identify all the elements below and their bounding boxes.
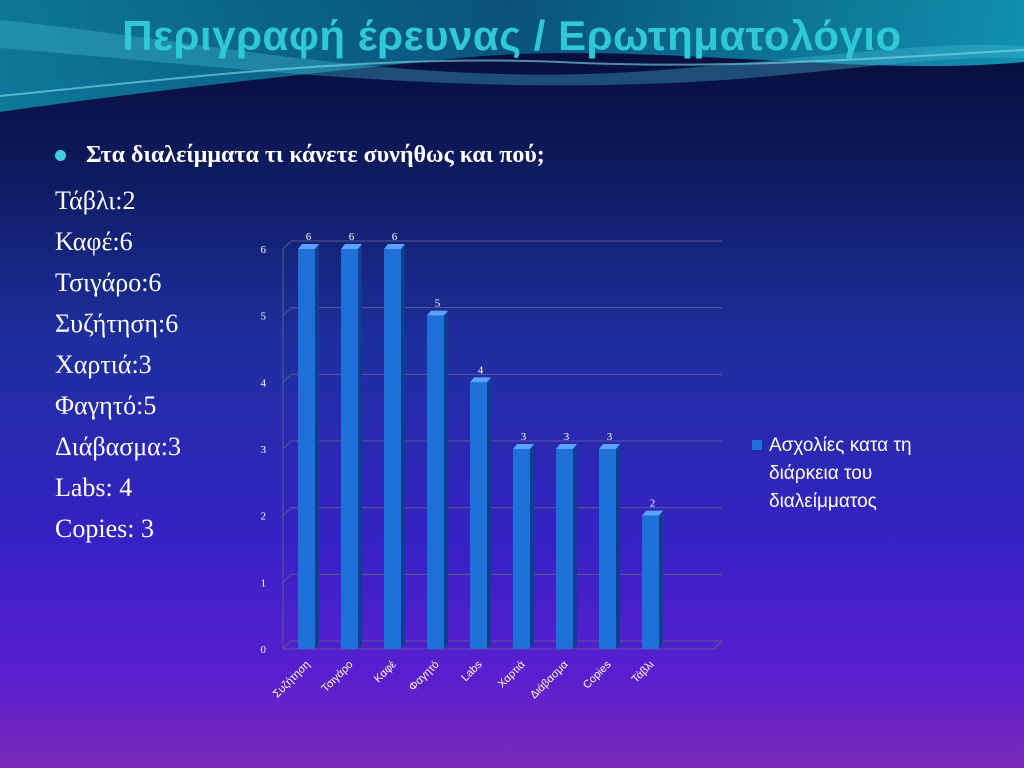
bar [556,449,573,649]
gridline-side [282,307,292,317]
stat-item: Διάβασμα:3 [55,432,181,461]
bar-top [599,444,620,449]
bar-top [384,244,405,249]
bar-side [444,310,448,649]
slide-title: Περιγραφή έρευνας / Ερωτηματολόγιο [122,12,902,59]
bar-top [513,444,534,449]
header-wave-decoration [0,0,1024,112]
y-tick-label: 5 [261,311,267,323]
bar-side [616,444,620,649]
bar-side [487,377,491,649]
stat-item: Labs: 4 [55,473,133,502]
data-label: 3 [564,431,570,443]
data-label: 6 [306,231,312,243]
chart-legend: Ασχολίες κατα τη διάρκεια του διαλείμματ… [752,432,959,516]
gridline-side [282,373,292,383]
bar-top [642,510,663,516]
bar [470,382,487,649]
bar-top [341,244,362,249]
gridline-side [282,440,292,450]
gridline-side [282,640,292,650]
data-label: 3 [607,431,613,443]
x-tick-label: Copies [581,658,614,691]
x-tick-label: Φαγητό [407,659,442,694]
y-tick-label: 3 [261,444,267,456]
stat-item: Τάβλι:2 [55,186,136,215]
x-tick-label: Labs [459,658,485,684]
bar-top [427,310,448,316]
y-tick-label: 1 [261,577,267,589]
stat-item: Φαγητό:5 [55,391,157,420]
x-tick-label: Διάβασμα [528,658,571,701]
legend-label: Ασχολίες κατα τη διάρκεια του διαλείμματ… [769,435,912,512]
gridline-side [282,240,292,250]
bar [427,315,444,649]
bar-side [315,244,319,649]
bar-side [659,510,663,649]
bar-side [530,444,534,649]
bar-side [401,244,405,649]
data-label: 4 [478,364,484,376]
bar [384,249,401,649]
bar [642,515,659,649]
bullet-question-text: Στα διαλείμματα τι κάνετε συνήθως και πο… [86,142,545,168]
bar [341,249,358,649]
data-label: 6 [349,231,355,243]
legend-swatch [752,440,762,450]
data-label: 3 [521,431,527,443]
stat-item: Copies: 3 [55,514,154,543]
bar [298,249,315,649]
gridline-side [282,573,292,583]
x-tick-label: Συζήτηση [271,659,313,701]
gridline-side [282,507,292,517]
y-tick-label: 6 [261,244,267,256]
data-label: 6 [392,231,398,243]
bar [513,449,530,649]
bar [599,449,616,649]
stat-item: Συζήτηση:6 [55,309,179,338]
y-tick-label: 4 [261,377,267,389]
bar-side [358,244,362,649]
y-tick-label: 2 [261,511,267,523]
x-axis-floor-edge [713,640,723,650]
x-tick-label: Χαρτιά [496,658,528,690]
stat-item: Χαρτιά:3 [55,350,152,379]
bullet-question: Στα διαλείμματα τι κάνετε συνήθως και πο… [55,142,545,169]
y-tick-label: 0 [261,644,267,656]
stat-item: Καφέ:6 [55,227,133,256]
data-label: 5 [435,298,441,310]
x-tick-label: Τσιγάρο [320,659,356,695]
bar-top [556,444,577,449]
x-tick-label: Τάβλι [630,658,657,685]
stat-item: Τσιγάρο:6 [55,268,162,297]
bar-top [470,377,491,383]
bar-top [298,244,319,249]
stats-list: Τάβλι:2 Καφέ:6 Τσιγάρο:6 Συζήτηση:6 Χαρτ… [55,180,181,549]
data-label: 2 [650,498,656,510]
bullet-icon [55,150,66,161]
x-tick-label: Καφέ [372,659,399,686]
bar-side [573,444,577,649]
